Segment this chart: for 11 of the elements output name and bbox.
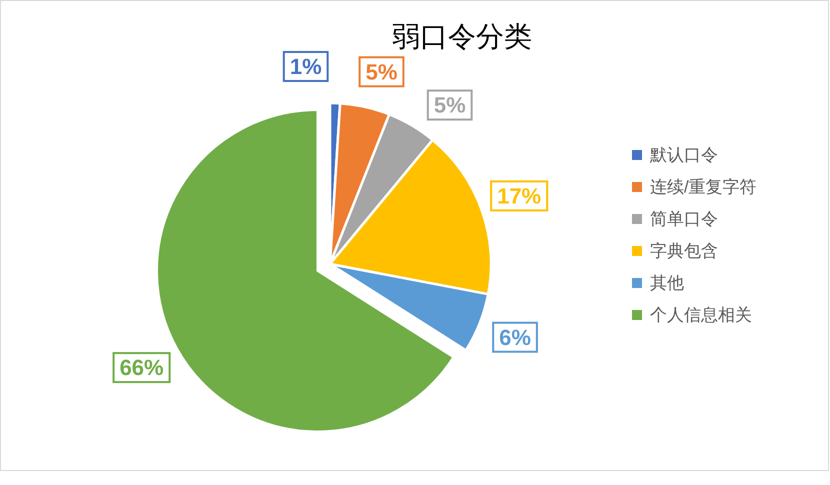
legend-label: 简单口令 xyxy=(650,210,718,228)
data-label: 5% xyxy=(366,59,398,84)
legend-label: 默认口令 xyxy=(649,146,718,164)
legend-label: 字典包含 xyxy=(650,242,718,260)
data-label: 6% xyxy=(499,324,531,350)
legend-label: 其他 xyxy=(650,274,684,292)
data-label: 5% xyxy=(434,92,466,118)
data-label: 1% xyxy=(290,54,322,79)
data-label: 66% xyxy=(120,355,164,380)
data-label: 17% xyxy=(497,183,542,208)
title: 弱口令分类 xyxy=(392,21,532,52)
